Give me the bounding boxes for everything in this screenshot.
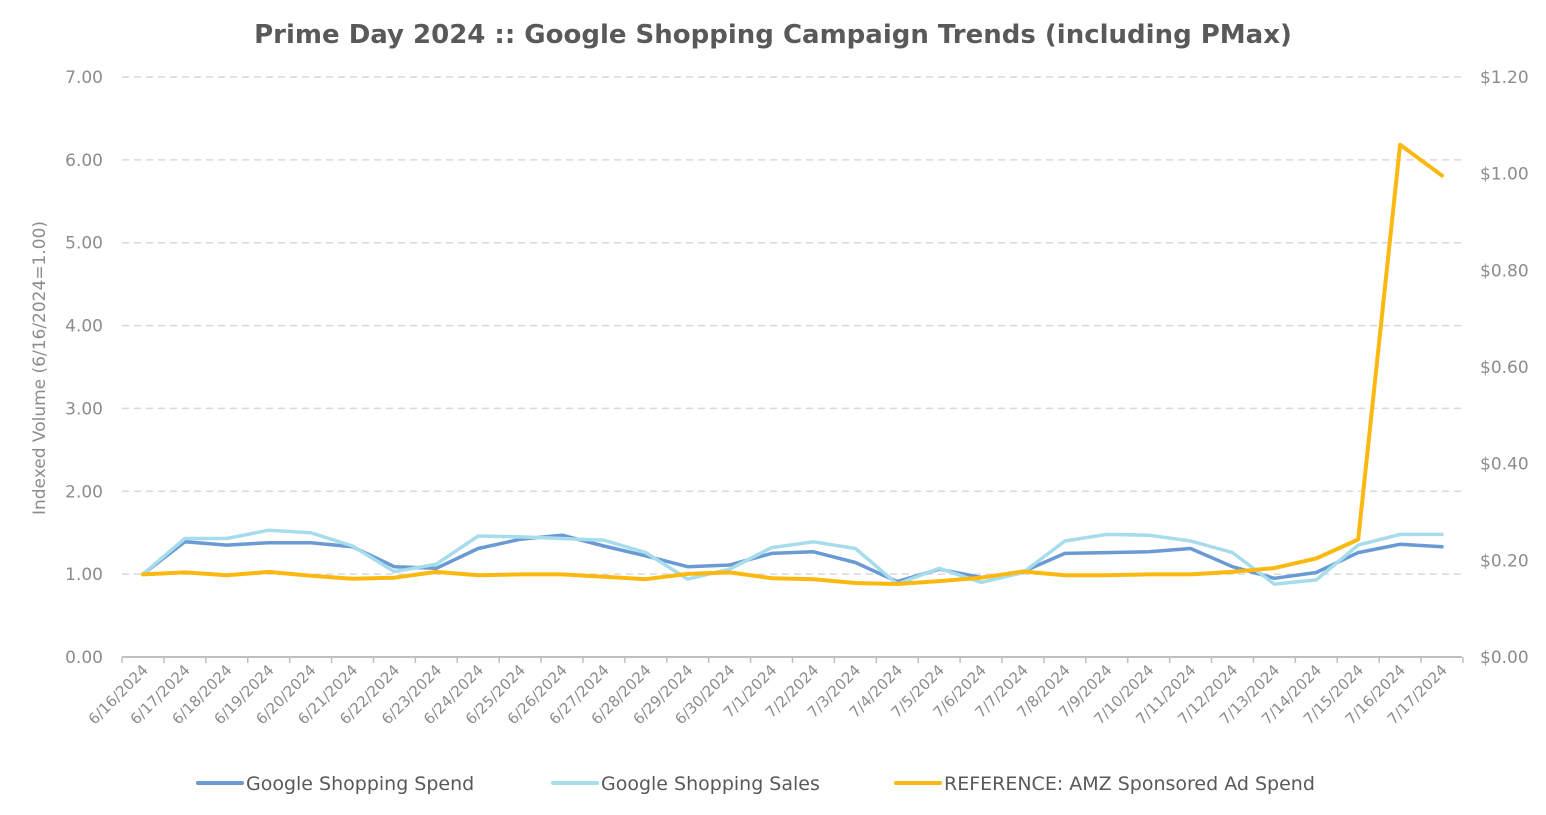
y-tick-label: 4.00: [65, 317, 103, 337]
y-axis-left: 0.00 1.00 2.00 3.00 4.00 5.00 6.00 7.00: [65, 68, 103, 668]
grid-lines: [122, 76, 1462, 575]
x-axis-tick-labels: 6/16/20246/17/20246/18/20246/19/20246/20…: [85, 661, 1451, 728]
y-tick-label: 5.00: [65, 234, 103, 254]
legend-label: Google Shopping Sales: [601, 773, 820, 795]
y2-tick-label: $0.20: [1480, 551, 1529, 571]
legend-label: Google Shopping Spend: [246, 773, 474, 795]
y-tick-label: 7.00: [65, 68, 103, 88]
y2-tick-label: $1.00: [1480, 165, 1529, 185]
y2-tick-label: $0.00: [1480, 648, 1529, 668]
legend-label: REFERENCE: AMZ Sponsored Ad Spend: [944, 773, 1315, 795]
legend: Google Shopping Spend Google Shopping Sal…: [196, 773, 1315, 795]
series-line: [141, 142, 1444, 586]
y-tick-label: 0.00: [65, 648, 103, 668]
y2-tick-label: $0.40: [1480, 455, 1529, 475]
y-tick-label: 3.00: [65, 399, 103, 419]
legend-item: Google Shopping Spend: [196, 773, 474, 795]
y2-tick-label: $1.20: [1480, 68, 1529, 88]
series-line: [141, 528, 1444, 586]
chart-title: Prime Day 2024 :: Google Shopping Campai…: [254, 20, 1292, 50]
x-axis: [121, 656, 1464, 663]
y-axis-label: Indexed Volume (6/16/2024=1.00): [30, 221, 50, 515]
y-tick-label: 1.00: [65, 565, 103, 585]
y-tick-label: 6.00: [65, 151, 103, 171]
legend-item: Google Shopping Sales: [551, 773, 820, 795]
y2-tick-label: $0.80: [1480, 261, 1529, 281]
y-tick-label: 2.00: [65, 482, 103, 502]
y-axis-right: $0.00 $0.20 $0.40 $0.60 $0.80 $1.00 $1.20: [1480, 68, 1529, 668]
y2-tick-label: $0.60: [1480, 358, 1529, 378]
series-lines: [141, 142, 1444, 586]
legend-item: REFERENCE: AMZ Sponsored Ad Spend: [894, 773, 1315, 795]
